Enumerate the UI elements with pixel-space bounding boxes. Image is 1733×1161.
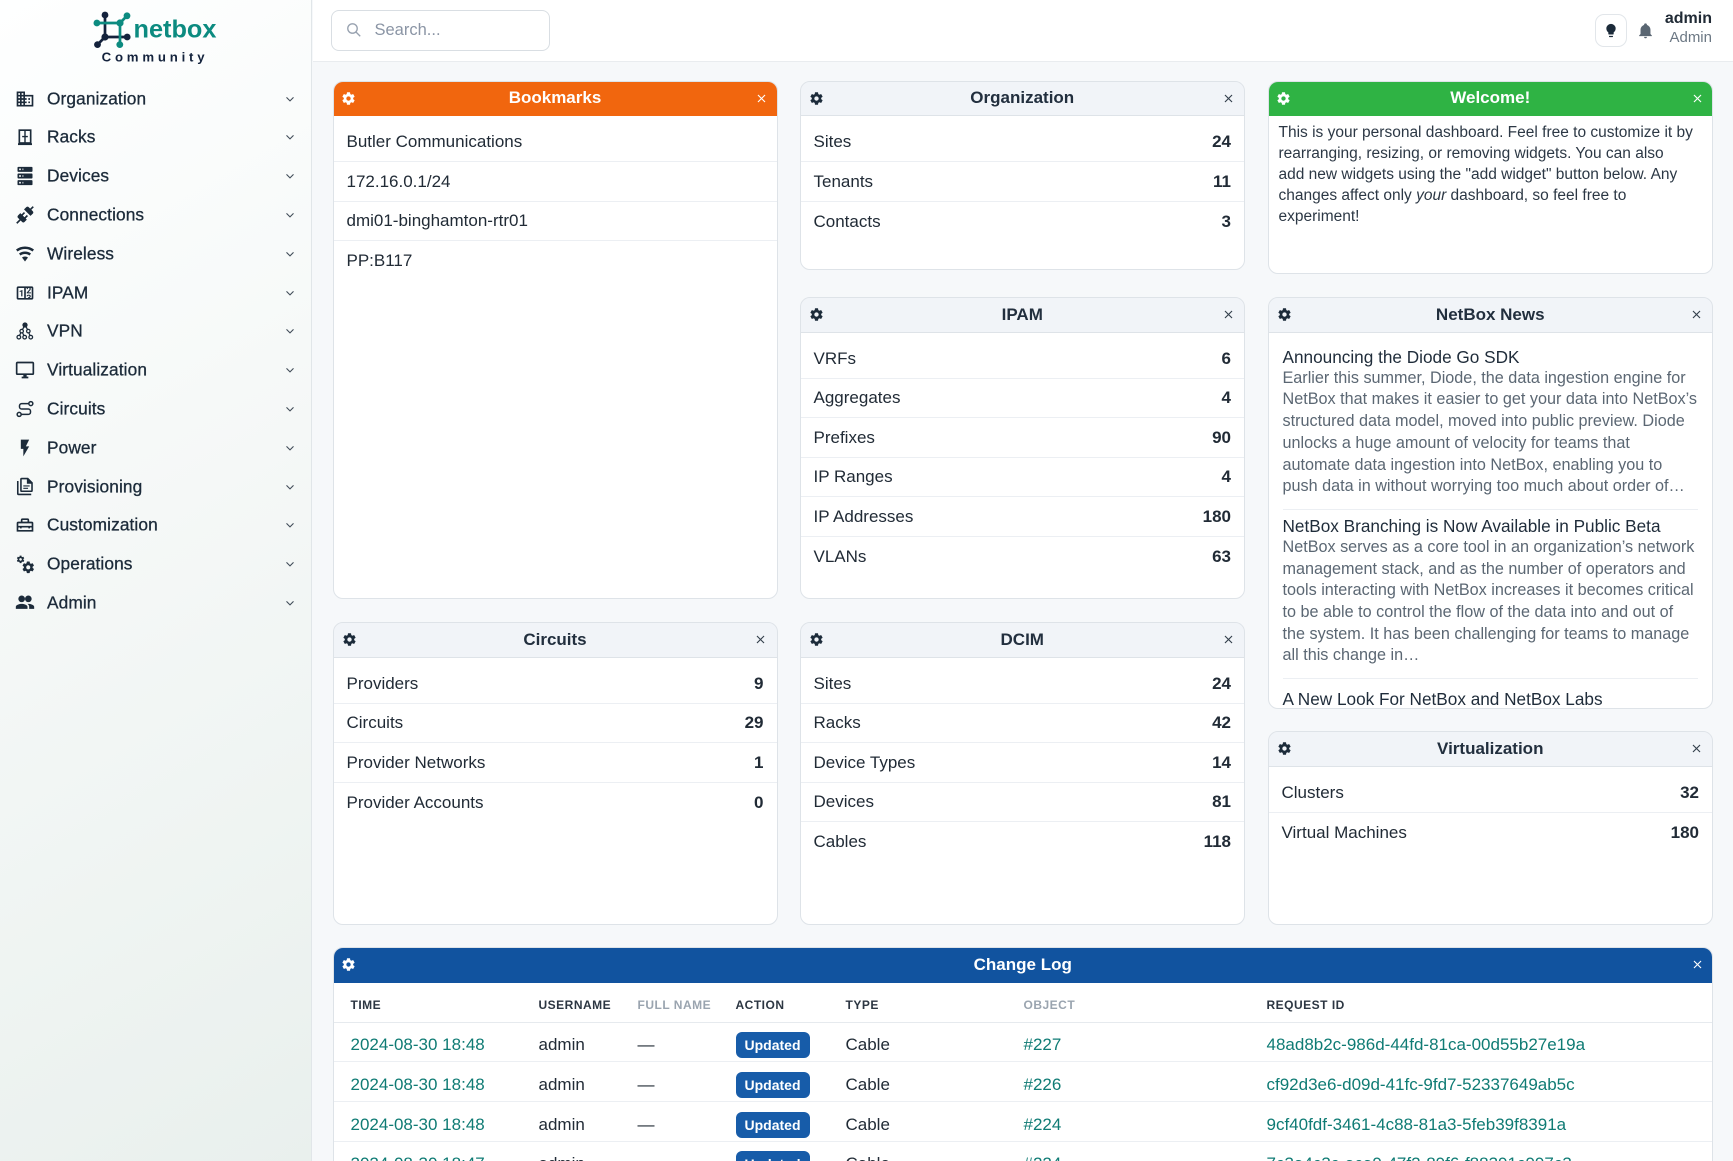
svg-text:Community: Community [102,50,209,65]
svg-text:netbox: netbox [134,16,217,44]
